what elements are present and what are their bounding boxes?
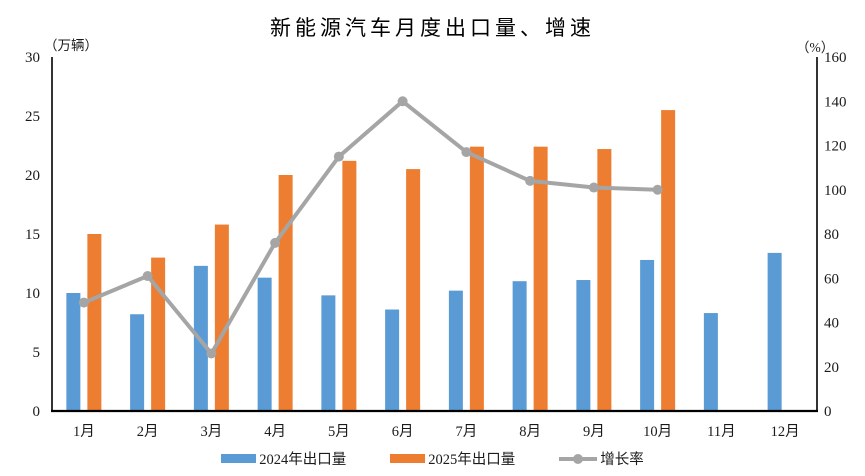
chart-title: 新能源汽车月度出口量、增速 bbox=[270, 16, 595, 40]
legend-swatch-growth-line-icon bbox=[559, 453, 598, 464]
left-axis-unit-label: （万辆） bbox=[44, 38, 98, 53]
growth-point-9月 bbox=[588, 182, 599, 193]
legend-item-2024: 2024年出口量 bbox=[221, 448, 346, 469]
x-tick-label-10月: 10月 bbox=[643, 424, 672, 440]
bar-2024-5月 bbox=[321, 295, 336, 411]
legend-growth-line-marker bbox=[573, 453, 584, 464]
bar-2025-9月 bbox=[597, 149, 612, 412]
bar-2025-1月 bbox=[87, 234, 102, 411]
bar-2025-5月 bbox=[342, 160, 357, 411]
y-right-tick-label-80: 80 bbox=[824, 227, 839, 243]
y-left-tick-label-0: 0 bbox=[33, 404, 41, 420]
y-left-tick-label-10: 10 bbox=[25, 286, 40, 302]
y-left-tick-label-25: 25 bbox=[25, 109, 40, 125]
x-tick-label-4月: 4月 bbox=[264, 424, 286, 440]
bar-2025-3月 bbox=[214, 224, 229, 411]
x-tick-label-5月: 5月 bbox=[328, 424, 350, 440]
y-right-tick-label-60: 60 bbox=[824, 271, 839, 287]
x-tick-label-7月: 7月 bbox=[456, 424, 478, 440]
growth-point-1月 bbox=[78, 297, 89, 308]
legend-label-2024: 2024年出口量 bbox=[259, 452, 347, 468]
growth-point-3月 bbox=[206, 348, 217, 359]
y-right-tick-label-20: 20 bbox=[824, 360, 839, 376]
y-right-tick-label-100: 100 bbox=[824, 183, 847, 199]
legend-swatch-2024-icon bbox=[221, 454, 257, 463]
bar-2024-1月 bbox=[66, 293, 81, 411]
legend: 2024年出口量 2025年出口量 增长率 bbox=[0, 448, 865, 469]
x-tick-label-1月: 1月 bbox=[73, 424, 95, 440]
growth-point-8月 bbox=[525, 175, 536, 186]
x-tick-label-3月: 3月 bbox=[201, 424, 223, 440]
bar-2024-11月 bbox=[703, 313, 718, 411]
bar-2024-8月 bbox=[512, 281, 527, 411]
y-right-tick-label-140: 140 bbox=[824, 94, 847, 110]
bar-2024-6月 bbox=[385, 309, 400, 411]
growth-rate-line bbox=[81, 99, 660, 356]
bar-2025-8月 bbox=[533, 146, 548, 411]
bar-2024-9月 bbox=[576, 280, 591, 411]
x-tick-label-12月: 12月 bbox=[771, 424, 800, 440]
x-tick-label-2月: 2月 bbox=[137, 424, 159, 440]
bar-2025-4月 bbox=[278, 175, 293, 411]
x-tick-label-9月: 9月 bbox=[583, 424, 605, 440]
growth-point-5月 bbox=[333, 151, 344, 162]
bar-2025-6月 bbox=[406, 169, 421, 411]
growth-point-2月 bbox=[142, 271, 153, 282]
y-left-tick-label-20: 20 bbox=[25, 168, 40, 184]
y-right-tick-label-40: 40 bbox=[824, 316, 839, 332]
bar-2024-2月 bbox=[130, 314, 145, 411]
legend-label-growth: 增长率 bbox=[600, 452, 644, 468]
right-axis-unit-label: （%） bbox=[796, 40, 835, 55]
bar-2025-7月 bbox=[469, 146, 484, 411]
bar-2025-10月 bbox=[661, 110, 676, 411]
y-left-tick-label-30: 30 bbox=[25, 50, 40, 66]
growth-point-6月 bbox=[397, 96, 408, 107]
plot-area: 0 5 10 15 20 25 30 0 20 40 60 80 100 120 140 160 1月 2月 3月 4… bbox=[25, 50, 847, 440]
x-tick-label-11月: 11月 bbox=[707, 424, 735, 440]
y-right-tick-label-120: 120 bbox=[824, 139, 847, 155]
growth-point-10月 bbox=[652, 184, 663, 195]
growth-point-4月 bbox=[270, 237, 281, 248]
bar-2024-4月 bbox=[257, 277, 272, 411]
y-left-tick-label-15: 15 bbox=[25, 227, 40, 243]
legend-item-growth: 增长率 bbox=[559, 448, 644, 469]
legend-label-2025: 2025年出口量 bbox=[428, 452, 516, 468]
legend-item-2025: 2025年出口量 bbox=[390, 448, 515, 469]
y-right-tick-label-160: 160 bbox=[824, 50, 847, 66]
bar-2024-10月 bbox=[640, 259, 655, 411]
legend-swatch-2025-icon bbox=[390, 454, 426, 463]
bar-2024-12月 bbox=[767, 252, 782, 411]
y-right-tick-label-0: 0 bbox=[824, 404, 832, 420]
growth-point-7月 bbox=[461, 147, 472, 158]
x-tick-label-8月: 8月 bbox=[519, 424, 541, 440]
bar-2024-7月 bbox=[448, 290, 463, 411]
y-left-tick-label-5: 5 bbox=[33, 345, 41, 361]
x-tick-label-6月: 6月 bbox=[392, 424, 414, 440]
